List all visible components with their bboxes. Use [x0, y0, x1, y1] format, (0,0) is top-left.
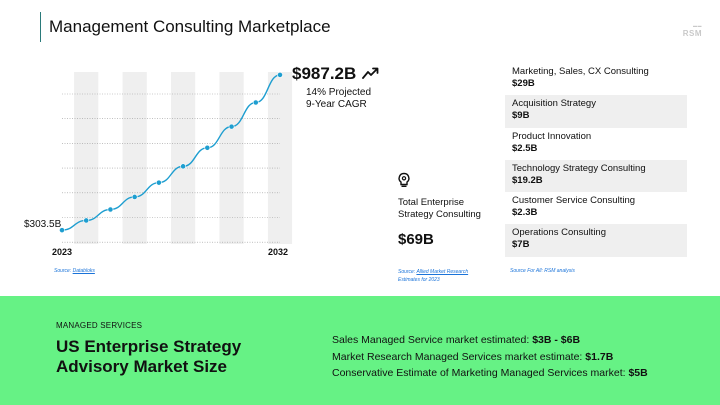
chart-band — [74, 72, 99, 244]
data-point — [59, 227, 65, 234]
enterprise-label: Total Enterprise Strategy Consulting — [398, 197, 481, 220]
managed-services-list: Sales Managed Service market estimated: … — [332, 332, 648, 382]
segment-item: Product Innovation $2.5B — [505, 128, 687, 160]
chart-band — [171, 72, 196, 244]
cagr-line-1: 14% Projected — [306, 87, 372, 98]
data-point — [155, 179, 162, 186]
data-point — [228, 123, 235, 130]
data-point — [252, 99, 259, 106]
segment-name: Operations Consulting — [512, 227, 606, 239]
end-value-label: $987.2B — [292, 64, 357, 83]
segment-value: $19.2B — [512, 174, 543, 186]
chart-source-prefix: Source: — [54, 268, 73, 274]
data-point — [277, 72, 283, 78]
managed-service-value: $1.7B — [585, 350, 614, 363]
start-value-label: $303.5B — [24, 219, 62, 230]
managed-services-panel: MANAGED SERVICES US Enterprise Strategy … — [0, 296, 720, 405]
segment-value: $29B — [512, 78, 535, 89]
managed-service-value: $3B - $6B — [532, 334, 581, 346]
managed-service-text: Market Research Managed Services market … — [332, 350, 586, 363]
chart-band — [267, 72, 293, 244]
enterprise-source-note: Estimates for 2023 — [398, 277, 440, 283]
managed-service-line: Market Research Managed Services market … — [332, 349, 648, 366]
segment-name: Product Innovation — [512, 130, 592, 142]
enterprise-source-prefix: Source: — [398, 269, 417, 275]
managed-service-text: Sales Managed Service market estimated: — [332, 334, 533, 346]
segment-name: Acquisition Strategy — [512, 98, 596, 110]
segment-value: $2.5B — [512, 142, 538, 154]
title-bar: Management Consulting Marketplace — [40, 12, 331, 42]
x-axis-end-label: 2032 — [268, 247, 289, 257]
managed-service-line: Sales Managed Service market estimated: … — [332, 332, 648, 349]
segment-item: Acquisition Strategy $9B — [505, 95, 687, 128]
segment-list: Marketing, Sales, CX Consulting $29B Acq… — [505, 63, 687, 257]
logo-text: RSM — [682, 29, 702, 38]
segment-value: $9B — [512, 110, 530, 122]
managed-services-title: US Enterprise Strategy Advisory Market S… — [56, 337, 242, 376]
segment-item: Customer Service Consulting $2.3B — [505, 192, 687, 224]
chart-band — [122, 72, 147, 244]
segment-item: Operations Consulting $7B — [505, 224, 687, 257]
chart-band — [219, 72, 244, 244]
segments-source: Source For All: RSM analysis — [510, 268, 575, 274]
segment-name: Customer Service Consulting — [512, 195, 636, 207]
segment-value: $2.3B — [512, 207, 538, 219]
managed-service-value: $5B — [628, 367, 648, 379]
chart-source: Source: Databloks — [54, 268, 95, 274]
managed-service-text: Conservative Estimate of Marketing Manag… — [332, 367, 629, 379]
segment-item: Marketing, Sales, CX Consulting $29B — [505, 63, 687, 95]
data-point — [107, 206, 114, 213]
series-line — [61, 74, 281, 231]
data-point — [131, 194, 138, 200]
enterprise-source: Source: Allied Market Research Estimates… — [398, 268, 468, 284]
managed-service-line: Conservative Estimate of Marketing Manag… — [332, 365, 648, 382]
x-axis-start-label: 2023 — [52, 247, 73, 257]
trend-up-icon — [362, 66, 380, 85]
cagr-line-2: 9-Year CAGR — [306, 99, 367, 110]
chart-source-link[interactable]: Databloks — [72, 268, 95, 274]
data-point — [180, 163, 187, 170]
page-title: Management Consulting Marketplace — [49, 17, 331, 36]
rsm-logo: ▬▬ RSM — [672, 22, 702, 38]
segment-name: Technology Strategy Consulting — [512, 162, 646, 174]
data-point — [204, 144, 211, 151]
lightbulb-gear-icon — [396, 172, 412, 188]
enterprise-source-link[interactable]: Allied Market Research — [416, 269, 469, 275]
segment-value: $7B — [512, 239, 530, 251]
segment-name: Marketing, Sales, CX Consulting — [512, 66, 649, 77]
logo-mark: ▬▬ — [693, 23, 702, 28]
enterprise-value: $69B — [398, 231, 434, 248]
segment-item: Technology Strategy Consulting $19.2B — [505, 159, 687, 193]
managed-services-eyebrow: MANAGED SERVICES — [56, 321, 143, 330]
data-point — [83, 217, 90, 224]
